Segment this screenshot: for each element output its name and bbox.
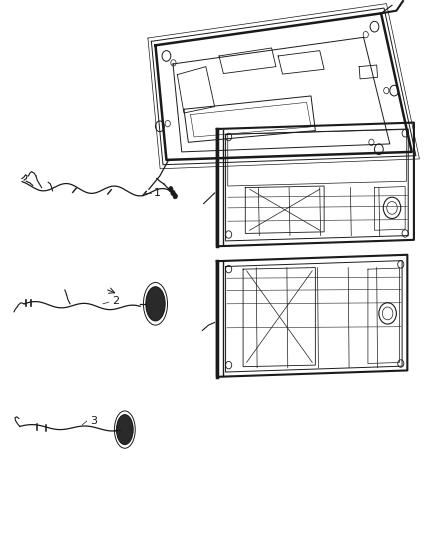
Text: 2: 2 xyxy=(113,296,120,306)
Text: 3: 3 xyxy=(91,416,98,426)
Ellipse shape xyxy=(146,287,165,321)
Circle shape xyxy=(171,190,175,196)
Circle shape xyxy=(169,187,173,192)
Ellipse shape xyxy=(117,415,133,445)
Circle shape xyxy=(173,193,177,199)
Text: 1: 1 xyxy=(154,188,161,198)
